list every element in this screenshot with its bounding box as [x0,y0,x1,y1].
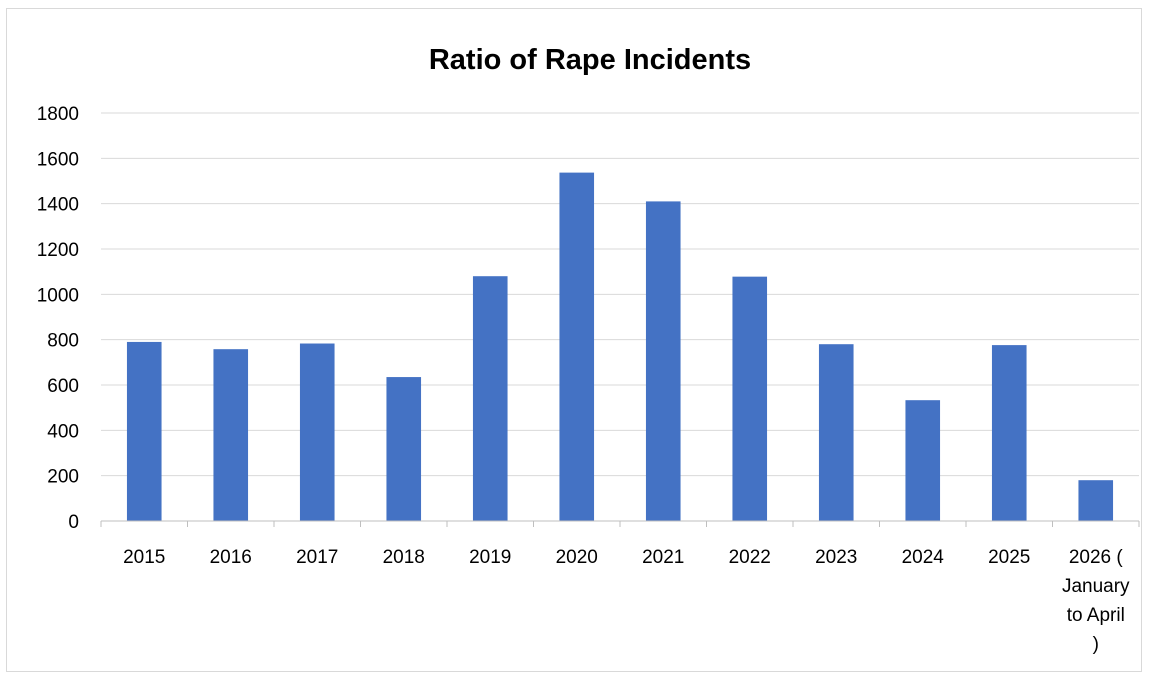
x-tick-label-line: 2021 [642,547,684,568]
y-tick-label: 1000 [37,285,79,306]
x-tick-label-line: 2018 [383,547,425,568]
x-tick-label: 2023 [815,547,857,568]
bar [732,276,768,521]
x-tick-label: 2022 [729,547,771,568]
bar [472,276,508,521]
bar [386,377,422,521]
bar-chart: Ratio of Rape Incidents 0 200 400 600 800 100… [37,44,1140,655]
y-tick-label: 0 [68,512,79,533]
x-tick-label-line: January [1062,576,1130,597]
x-tick-label-line: ) [1093,634,1099,655]
x-axis-tick-labels: 2015 2016 2017 2018 2019 2020 2021 2022 2023 2024… [123,547,1130,655]
x-tick-label-line: 2020 [556,547,598,568]
x-tick-label: 2021 [642,547,684,568]
gridlines [101,112,1139,477]
x-tick-label-line: 2026 ( [1069,547,1124,568]
y-tick-label: 1800 [37,104,79,125]
x-tick-label-line: 2024 [902,547,945,568]
x-tick-label: 2020 [556,547,598,568]
x-tick-label: 2019 [469,547,511,568]
y-axis-tick-labels: 0 200 400 600 800 1000 1200 1400 1600 1800 [37,104,79,533]
x-tick-label: 2017 [296,547,338,568]
x-tick-label-line: 2019 [469,547,511,568]
y-tick-label: 200 [47,467,79,488]
x-tick-label: 2024 [902,547,945,568]
y-tick-label: 600 [47,376,79,397]
bar [645,201,681,521]
x-tick-label: 2025 [988,547,1030,568]
y-tick-label: 400 [47,421,79,442]
y-tick-label: 1600 [37,149,79,170]
x-tick-label-line: to April [1067,605,1125,626]
x-tick-label-line: 2015 [123,547,165,568]
x-tick-label-line: 2025 [988,547,1030,568]
bars [126,172,1114,521]
y-tick-label: 1200 [37,240,79,261]
y-tick-label: 800 [47,331,79,352]
x-tick-label: 2016 [210,547,252,568]
x-axis [100,520,1140,527]
bar [1078,480,1114,521]
bar [126,341,162,521]
x-tick-label: 2026 ( January to April) [1062,547,1130,655]
y-tick-label: 1400 [37,195,79,216]
x-tick-label: 2018 [383,547,425,568]
x-tick-label-line: 2023 [815,547,857,568]
bar [299,343,335,521]
x-tick-label: 2015 [123,547,165,568]
chart-frame: Ratio of Rape Incidents 0 200 400 600 800 100… [6,8,1142,672]
x-tick-label-line: 2016 [210,547,252,568]
x-tick-label-line: 2022 [729,547,771,568]
bar [818,344,854,521]
bar [213,349,249,521]
bar [559,172,595,521]
bar [991,345,1027,521]
bar [905,400,941,521]
chart-title: Ratio of Rape Incidents [429,44,751,76]
x-tick-label-line: 2017 [296,547,338,568]
